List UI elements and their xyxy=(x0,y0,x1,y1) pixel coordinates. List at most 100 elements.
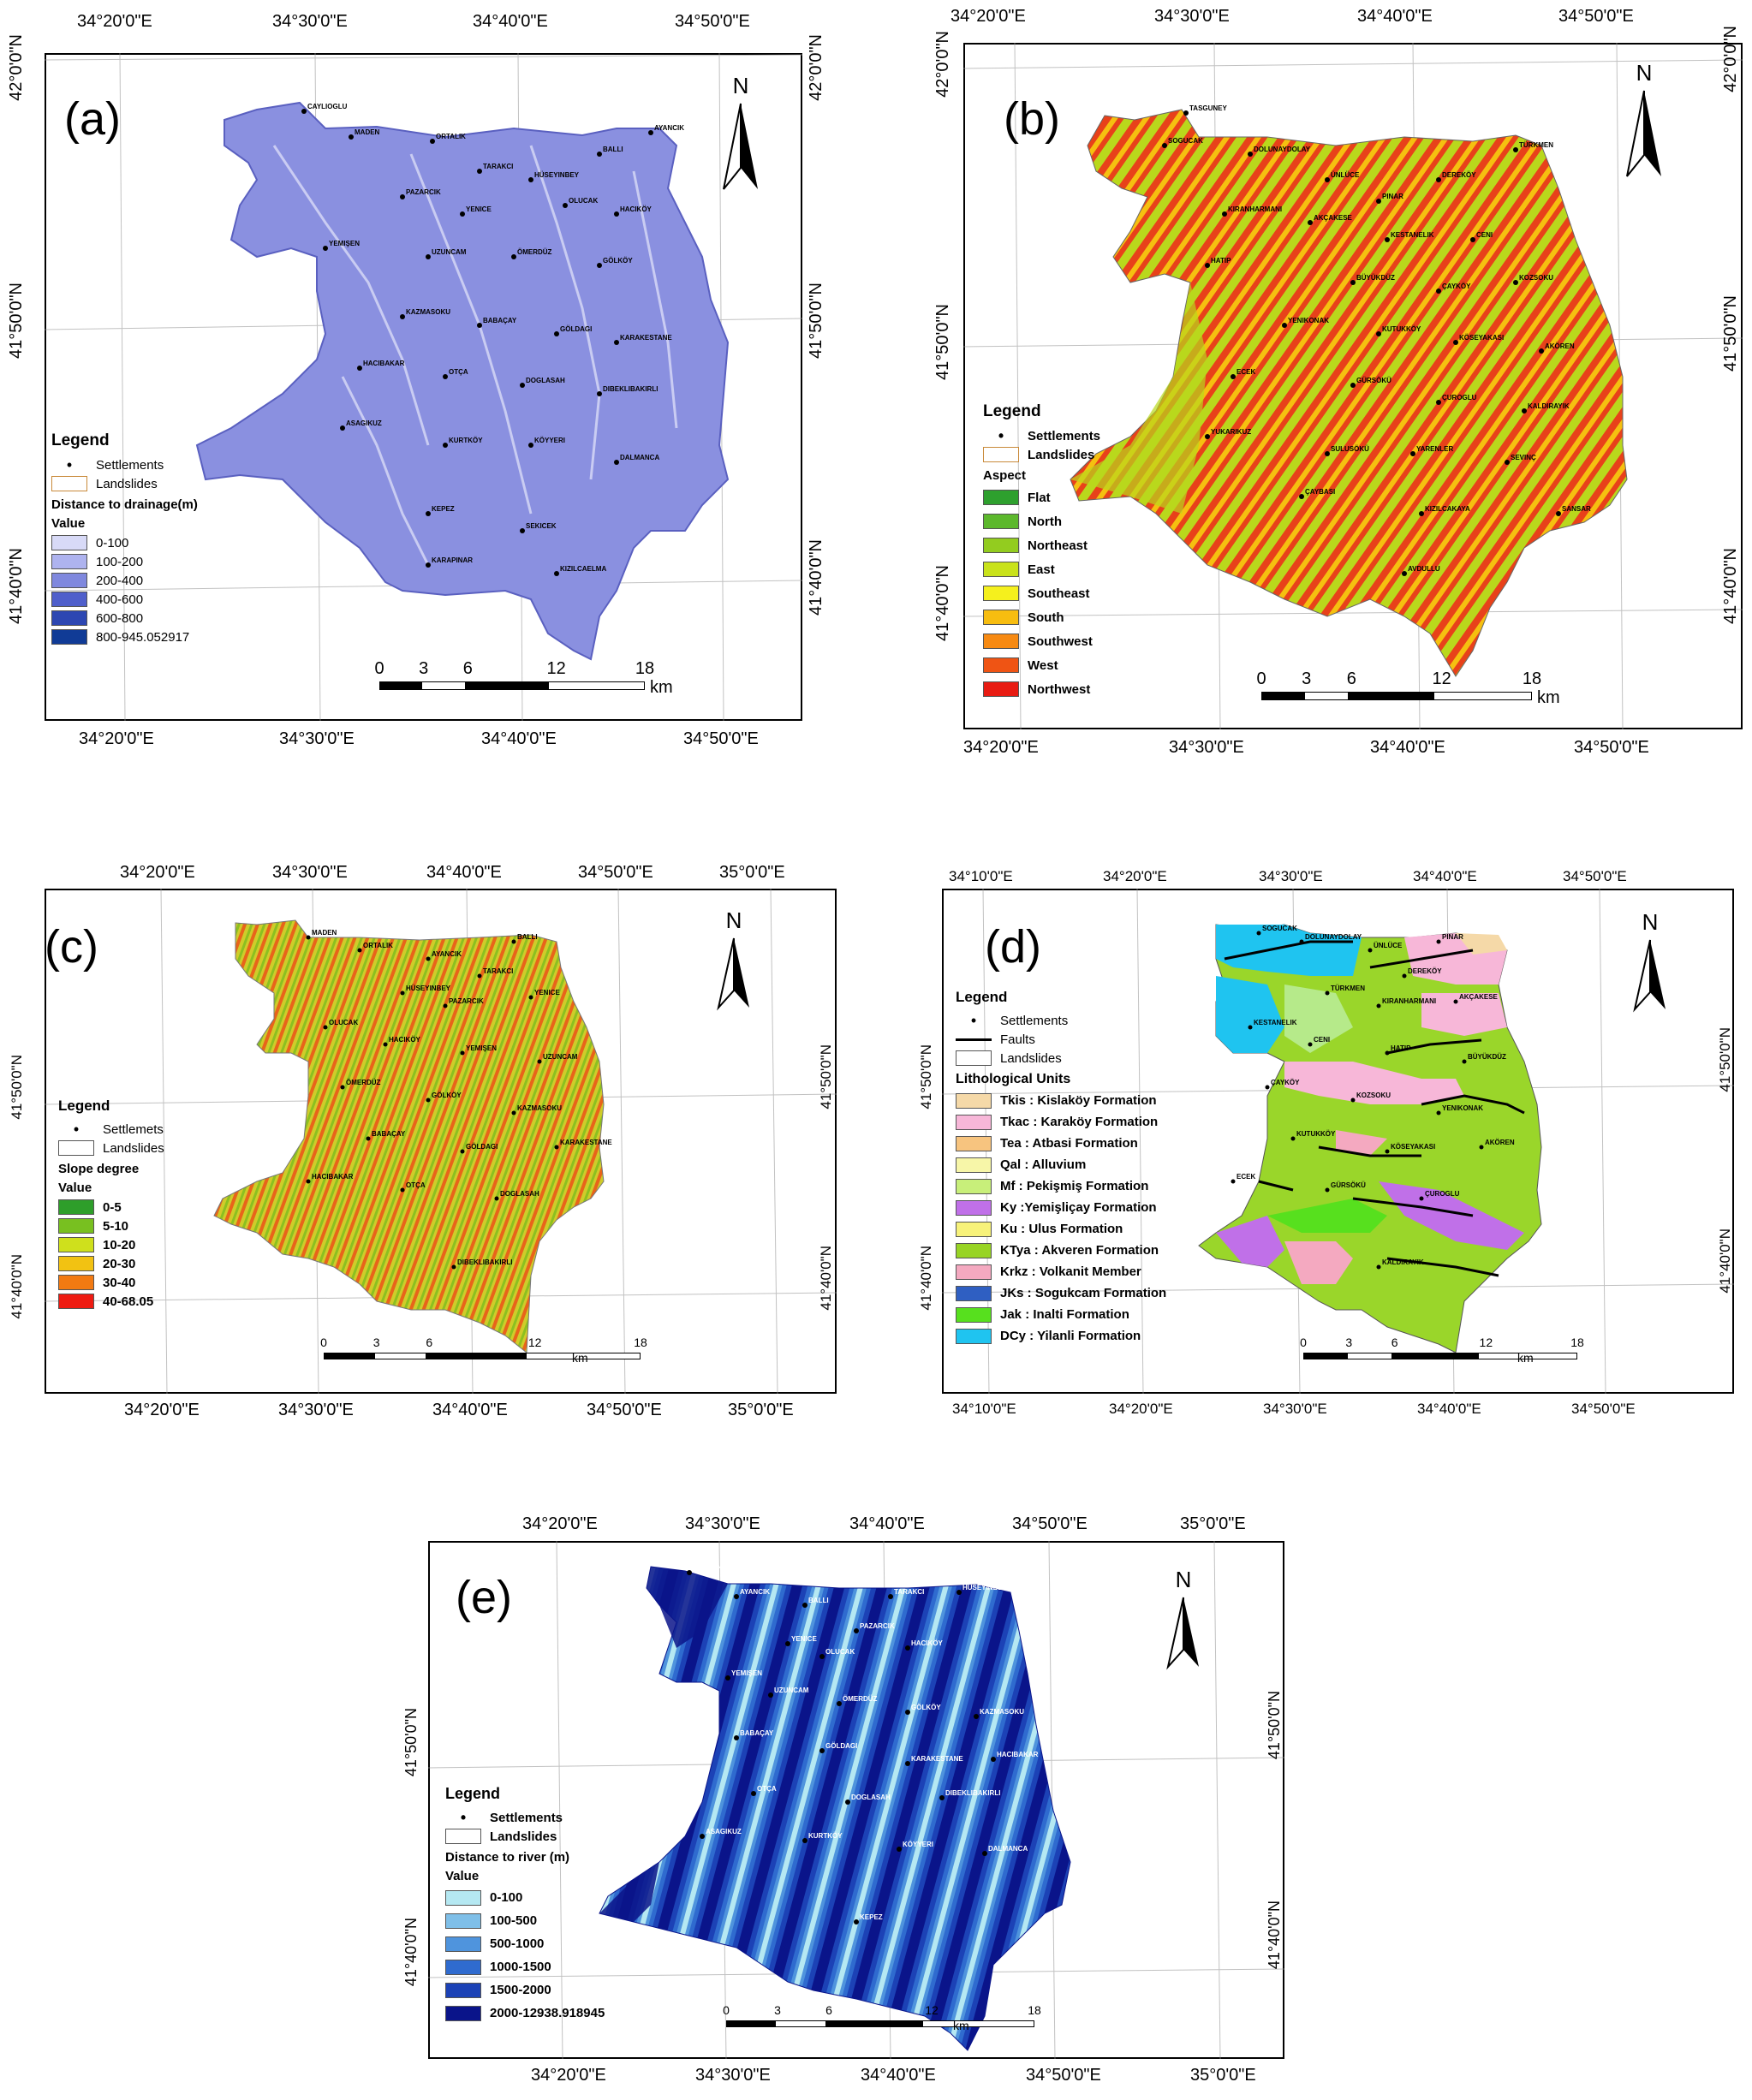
settlement-label: GÖLKÖY xyxy=(432,1092,462,1099)
right-coord: 42°0'0"N xyxy=(807,34,825,101)
legend-class-row: Southeast xyxy=(983,581,1100,605)
settlement-label: YENICE xyxy=(534,989,560,996)
settlement-label: BALLI xyxy=(517,933,538,941)
settlement-label: ÇUROGLU xyxy=(1425,1190,1460,1198)
top-coord: 34°40'0"E xyxy=(849,1514,925,1533)
legend-class-label: 20-30 xyxy=(103,1256,136,1271)
scale-ticks: 0 3 6 12 18 xyxy=(320,1336,647,1353)
north-arrow-icon xyxy=(723,103,758,190)
legend-class-label: 200-400 xyxy=(96,573,144,588)
left-coord: 41°50'0"N xyxy=(402,1708,420,1777)
legend-swatch xyxy=(956,1178,992,1194)
settlement-label: GÜRSÖKÜ xyxy=(1331,1181,1366,1189)
left-coord: 41°50'0"N xyxy=(918,1044,934,1109)
top-coord: 34°30'0"E xyxy=(1259,868,1323,884)
settlement-label: BABAÇAY xyxy=(372,1130,406,1138)
legend-heading: Distance to drainage(m) xyxy=(51,497,198,512)
settlement-label: BALLI xyxy=(808,1597,829,1604)
legend-heading: Distance to river (m) xyxy=(445,1850,570,1865)
bottom-coord: 34°20'0"E xyxy=(1109,1401,1173,1417)
top-coord: 34°30'0"E xyxy=(272,12,348,31)
legend-class-label: Mf : Pekişmiş Formation xyxy=(1000,1179,1149,1193)
legend-class-label: Southwest xyxy=(1028,634,1093,649)
scale-tick-label: 18 xyxy=(635,659,655,678)
legend-landslides: Landslides xyxy=(983,445,1100,464)
settlement-label: OLUCAK xyxy=(329,1019,358,1026)
settlement-label: KOZSOKU xyxy=(1519,274,1553,282)
legend-class-label: Tkac : Karaköy Formation xyxy=(1000,1115,1159,1129)
panel-label: (c) xyxy=(45,921,98,973)
legend-swatch xyxy=(58,1256,94,1271)
legend-class-row: Northeast xyxy=(983,533,1100,557)
bottom-coord: 34°20'0"E xyxy=(963,738,1039,757)
legend-class-label: 2000-12938.918945 xyxy=(490,2006,605,2020)
legend-swatch xyxy=(51,610,87,626)
legend: Legend • Settlements Landslides Aspect Fl… xyxy=(983,402,1100,701)
settlement-label: HACIKÖY xyxy=(911,1639,944,1647)
settlement-label: UZUNCAM xyxy=(543,1053,578,1061)
map-area-drainage: CAYLIOGLU MADEN ORTALIK AYANCIK BALLI TARAKCI… xyxy=(44,52,803,722)
top-coord: 34°50'0"E xyxy=(578,863,653,882)
legend-class-label: 5-10 xyxy=(103,1218,129,1234)
top-coord: 34°20'0"E xyxy=(120,863,195,882)
settlement-label: YUKARIKUZ xyxy=(1211,428,1251,436)
settlement-label: CENI xyxy=(1476,231,1493,239)
settlement-label: ÖMERDÜZ xyxy=(843,1695,878,1703)
settlement-label: GÖLKÖY xyxy=(911,1704,941,1711)
scale-bar: 0 3 6 12 18 km xyxy=(320,1336,647,1365)
panel-label: (e) xyxy=(456,1572,512,1623)
north-arrow-icon xyxy=(717,937,749,1011)
legend-class-label: Northwest xyxy=(1028,681,1091,697)
scale-tick-label: 0 xyxy=(723,2003,730,2017)
scale-tick-label: 3 xyxy=(774,2003,781,2017)
settlement-label: BABAÇAY xyxy=(483,317,517,324)
legend-swatch xyxy=(58,1199,94,1215)
north-arrow: N xyxy=(715,907,753,1015)
legend-class-row: KTya : Akveren Formation xyxy=(956,1240,1166,1261)
panel-c-slope: MADEN ORTALIK AYANCIK BALLI TARAKCI HÜSEYINBE… xyxy=(0,856,856,1455)
settlement-label: DOGLASAH xyxy=(526,377,565,384)
legend-swatch xyxy=(51,554,87,569)
legend-class-row: 100-500 xyxy=(445,1909,605,1932)
left-coord: 41°40'0"N xyxy=(933,565,952,641)
legend-swatch xyxy=(445,2005,481,2021)
dot-icon: • xyxy=(460,1809,467,1826)
settlement-label: KOZSOKU xyxy=(1356,1092,1391,1099)
legend-swatch xyxy=(58,1218,94,1234)
panel-label: (d) xyxy=(985,921,1041,973)
legend-swatch xyxy=(956,1157,992,1173)
bottom-coord: 34°50'0"E xyxy=(587,1401,662,1419)
legend-value: Value xyxy=(51,516,86,531)
legend-class-row: 0-5 xyxy=(58,1198,164,1217)
top-coord: 34°40'0"E xyxy=(1413,868,1477,884)
north-arrow: N xyxy=(1623,60,1666,185)
bottom-coord: 34°50'0"E xyxy=(1571,1401,1636,1417)
top-coord: 34°40'0"E xyxy=(1357,7,1433,26)
left-coord: 42°0'0"N xyxy=(7,34,26,101)
legend-class-row: Tkis : Kislaköy Formation xyxy=(956,1090,1166,1111)
bottom-coord: 34°30'0"E xyxy=(279,729,355,748)
settlement-label: DEREKÖY xyxy=(1408,967,1442,975)
scale-tick-label: 18 xyxy=(1522,669,1542,688)
scale-bar: 0 3 6 12 18 km xyxy=(723,2003,1041,2032)
settlement-label: GÖLKÖY xyxy=(603,257,633,265)
settlement-label: ASAGIKUZ xyxy=(346,419,382,427)
settlement-label: DOLUNAYDOLAY xyxy=(1305,933,1362,941)
legend-class-row: 10-20 xyxy=(58,1235,164,1254)
right-coord: 41°50'0"N xyxy=(1266,1691,1283,1760)
legend-class-label: West xyxy=(1028,657,1058,673)
settlement-label: HACIBAKAR xyxy=(312,1173,354,1181)
settlement-label: OTÇA xyxy=(757,1785,777,1793)
bottom-coord: 34°50'0"E xyxy=(683,729,759,748)
legend-class-label: South xyxy=(1028,610,1064,625)
settlement-label: ORTALIK xyxy=(693,1564,723,1572)
legend-title: Legend xyxy=(983,402,1041,420)
settlement-label: AYANCIK xyxy=(654,124,684,132)
settlement-points: ORTALIK AYANCIK BALLI TARAKCI HÜSEYINBEY PAZA… xyxy=(687,1564,1039,1925)
settlement-label: SANSAR xyxy=(1562,505,1591,513)
legend-swatch xyxy=(51,592,87,607)
legend-class-label: Northeast xyxy=(1028,538,1088,553)
left-coord: 41°50'0"N xyxy=(7,283,26,359)
settlement-label: GÖLDAGI xyxy=(560,325,592,333)
settlement-points: CAYLIOGLU MADEN ORTALIK AYANCIK BALLI TARAKCI… xyxy=(301,103,684,576)
